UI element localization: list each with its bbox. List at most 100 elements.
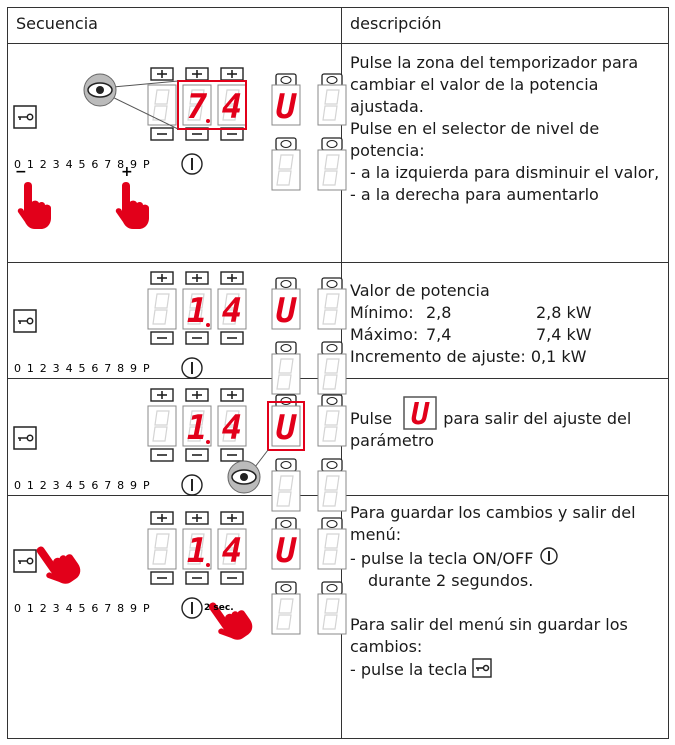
ghost-segments — [222, 89, 240, 121]
ghost-segments — [187, 533, 205, 565]
icon-text: U — [411, 397, 430, 430]
hand-shape — [17, 182, 51, 229]
description: Pulse U para salir del ajuste del paráme… — [350, 396, 662, 452]
ghost-segments — [322, 475, 340, 507]
timer-button — [321, 581, 343, 595]
header-cell: Secuencia — [16, 14, 98, 33]
timer-button — [321, 458, 343, 472]
ghost-segments — [152, 410, 170, 442]
timer-clock — [326, 519, 338, 529]
u-icon: U — [403, 396, 437, 432]
display-frame — [147, 288, 177, 330]
timer-button — [321, 517, 343, 531]
timer-clock — [280, 75, 292, 85]
text: - a la izquierda para disminuir el valor… — [350, 163, 660, 182]
ghost-segments — [322, 598, 340, 630]
key-glyph — [18, 437, 27, 441]
timer-button — [275, 277, 297, 291]
ghost-segments — [187, 410, 205, 442]
timer-clock — [280, 343, 292, 353]
display-frame — [317, 470, 347, 512]
ghost-segments — [152, 533, 170, 565]
level-display: U — [276, 291, 298, 331]
level-scale: 0 1 2 3 4 5 6 7 8 9 P — [14, 479, 151, 492]
ghost-segments — [222, 533, 240, 565]
key-glyph — [26, 434, 34, 442]
power-icon — [539, 547, 558, 565]
key-glyph — [18, 320, 27, 324]
pointing-hand — [36, 546, 81, 584]
decimal-point — [206, 119, 210, 123]
ghost-segments — [187, 293, 205, 325]
ghost-segments — [276, 598, 294, 630]
text: para salir del ajuste del parámetro — [350, 409, 632, 450]
display-frame — [271, 593, 301, 635]
ghost-segments — [222, 410, 240, 442]
level-display: U — [276, 531, 298, 571]
display-frame — [271, 405, 301, 447]
display-digit: 4 — [222, 87, 242, 127]
level-scale: 0 1 2 3 4 5 6 7 8 9 P — [14, 602, 151, 615]
pointing-hand — [115, 182, 149, 229]
display-digit: 1 — [187, 291, 207, 331]
table-border — [7, 7, 669, 739]
ghost-segments — [276, 475, 294, 507]
timer-button — [275, 341, 297, 355]
display-frame — [271, 149, 301, 191]
key-glyph — [18, 116, 27, 120]
eye-pupil — [96, 86, 104, 94]
timer-clock — [326, 583, 338, 593]
icon-frame — [403, 396, 437, 430]
timer-button — [275, 517, 297, 531]
level-scale: 0 1 2 3 4 5 6 7 8 9 P — [14, 158, 151, 171]
key-glyph — [26, 317, 34, 325]
text: 7,4 — [426, 325, 452, 344]
hand-shape — [36, 546, 81, 584]
text: Para salir del menú sin guardar los camb… — [350, 615, 628, 656]
display-frame — [147, 528, 177, 570]
timer-button — [275, 137, 297, 151]
header-cell: descripción — [350, 14, 442, 33]
text: Mínimo: — [350, 303, 414, 322]
key-glyph — [26, 557, 34, 565]
display-digit: 4 — [222, 531, 242, 571]
pointing-hand — [208, 602, 253, 640]
timer-clock — [326, 139, 338, 149]
pointer-line — [101, 91, 179, 130]
text: Máximo: — [350, 325, 419, 344]
display-frame — [317, 353, 347, 395]
decimal-point — [206, 323, 210, 327]
display-digit: 4 — [222, 291, 242, 331]
display-frame — [147, 405, 177, 447]
text: Pulse la zona del temporizador para camb… — [350, 53, 639, 116]
display-frame — [271, 528, 301, 570]
ghost-segments — [276, 154, 294, 186]
ghost-segments — [152, 89, 170, 121]
ghost-segments — [322, 410, 340, 442]
ghost-segments — [276, 358, 294, 390]
display-frame — [317, 528, 347, 570]
description: Pulse la zona del temporizador para camb… — [350, 52, 662, 206]
values-grid: Mínimo: 2,8 2,8 kW Máximo: 7,4 7,4 kW — [350, 302, 662, 346]
level-scale: 0 1 2 3 4 5 6 7 8 9 P — [14, 362, 151, 375]
minus-mark: − — [15, 164, 27, 180]
display-digit: 7 — [187, 87, 208, 127]
level-display: U — [276, 87, 298, 127]
description: Valor de potencia Mínimo: 2,8 2,8 kW Máx… — [350, 280, 662, 368]
highlight-box — [177, 80, 247, 130]
ghost-segments — [222, 293, 240, 325]
ghost-segments — [322, 154, 340, 186]
ghost-segments — [322, 358, 340, 390]
hand-shape — [115, 182, 149, 229]
pointing-hand — [17, 182, 51, 229]
hand-shape — [208, 602, 253, 640]
timer-button — [321, 341, 343, 355]
timer-clock — [280, 460, 292, 470]
display-frame — [271, 84, 301, 126]
display-frame — [271, 470, 301, 512]
highlight-box — [267, 401, 305, 451]
text: - pulse la tecla — [350, 660, 468, 679]
timer-button — [275, 581, 297, 595]
